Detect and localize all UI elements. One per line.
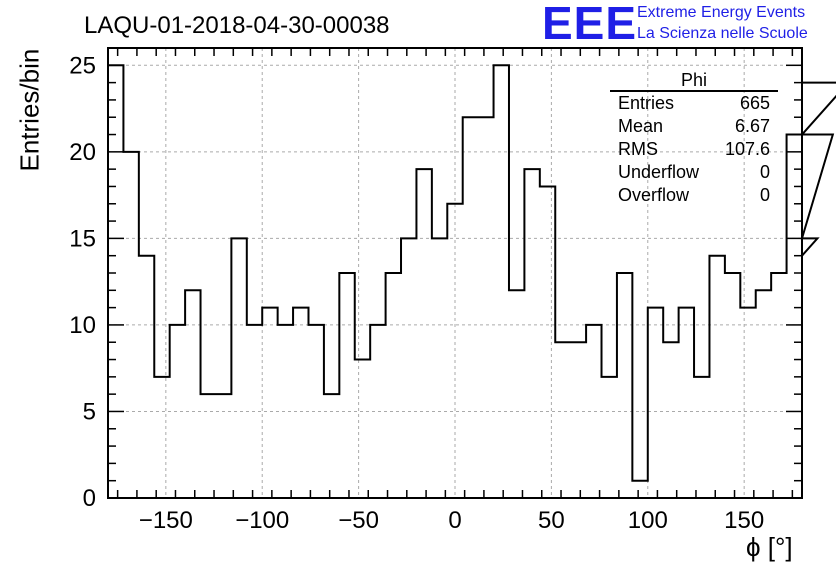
x-tick-label: −100 bbox=[235, 507, 289, 534]
y-tick-label: 25 bbox=[69, 52, 96, 79]
stats-box: Phi Entries 665 Mean 6.67 RMS 107.6 Unde… bbox=[610, 70, 778, 207]
x-tick-label: −50 bbox=[338, 507, 379, 534]
stats-label: Underflow bbox=[618, 162, 700, 182]
stats-label: Overflow bbox=[618, 185, 690, 205]
x-tick-label: 0 bbox=[448, 507, 461, 534]
stats-label: RMS bbox=[618, 139, 658, 159]
y-tick-label: 15 bbox=[69, 225, 96, 252]
x-tick-label: 150 bbox=[724, 507, 764, 534]
y-tick-label: 5 bbox=[83, 398, 96, 425]
stats-row-underflow: Underflow 0 bbox=[610, 161, 778, 184]
y-tick-label: 0 bbox=[83, 485, 96, 512]
chart-title: LAQU-01-2018-04-30-00038 bbox=[84, 12, 390, 39]
stats-value: 0 bbox=[759, 185, 770, 205]
eee-logo: EEE bbox=[542, 0, 638, 49]
x-tick-label: −150 bbox=[139, 507, 193, 534]
stats-value: 665 bbox=[739, 93, 770, 113]
x-tick-label: 100 bbox=[628, 507, 668, 534]
stats-label: Entries bbox=[618, 93, 675, 113]
x-axis-ticks: −150 −100 −50 0 50 100 150 bbox=[116, 48, 794, 534]
logo-line-2: La Scienza nelle Scuole bbox=[637, 25, 808, 42]
stats-box-title: Phi bbox=[610, 70, 778, 92]
y-tick-label: 20 bbox=[69, 139, 96, 166]
stats-value: 6.67 bbox=[734, 116, 770, 136]
y-axis-label: Entries/bin bbox=[14, 48, 45, 172]
x-tick-label: 50 bbox=[538, 507, 565, 534]
histogram-step-line bbox=[108, 64, 836, 482]
stats-value: 107.6 bbox=[724, 139, 770, 159]
stats-row-entries: Entries 665 bbox=[610, 92, 778, 115]
x-axis-label: ϕ [°] bbox=[746, 532, 793, 562]
stats-value: 0 bbox=[759, 162, 770, 182]
stats-row-rms: RMS 107.6 bbox=[610, 138, 778, 161]
logo-line-1: Extreme Energy Events bbox=[637, 4, 806, 21]
grid-lines bbox=[108, 48, 802, 498]
y-axis-ticks: 0 5 10 15 20 25 bbox=[69, 47, 802, 512]
stats-label: Mean bbox=[618, 116, 664, 136]
stats-row-overflow: Overflow 0 bbox=[610, 184, 778, 207]
y-tick-label: 10 bbox=[69, 312, 96, 339]
stats-row-mean: Mean 6.67 bbox=[610, 115, 778, 138]
